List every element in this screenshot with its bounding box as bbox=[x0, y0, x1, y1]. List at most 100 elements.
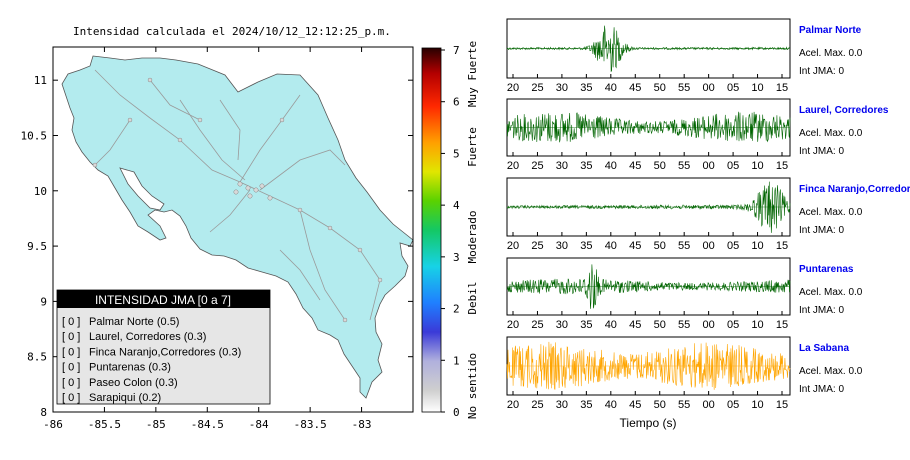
waveform-tick-label: 45 bbox=[629, 399, 641, 411]
waveform-tick-label: 25 bbox=[531, 240, 543, 252]
waveform-tick-label: 55 bbox=[678, 82, 690, 94]
map-x-tick-label: -83.5 bbox=[294, 418, 327, 431]
waveform-trace bbox=[506, 111, 791, 143]
map-x-tick-label: -84.5 bbox=[191, 418, 224, 431]
station-name: Palmar Norte bbox=[799, 25, 862, 36]
map-y-tick-label: 8 bbox=[40, 406, 47, 419]
legend-item-bracket: [ 0 ] bbox=[62, 377, 80, 389]
waveform-tick-label: 30 bbox=[556, 319, 568, 331]
waveform-tick-label: 55 bbox=[678, 399, 690, 411]
map-y-tick-label: 10 bbox=[34, 185, 47, 198]
waveform-tick-label: 30 bbox=[556, 240, 568, 252]
colorbar-category-labels: No sentido Debil Moderado Fuerte Muy Fuerte bbox=[466, 41, 479, 419]
waveform-tick-label: 30 bbox=[556, 82, 568, 94]
waveform-tick-label: 45 bbox=[629, 319, 641, 331]
waveform-tick-label: 50 bbox=[654, 240, 666, 252]
waveform-tick-label: 35 bbox=[580, 82, 592, 94]
waveform-panel: 20 25 30 35 40 45 50 55 00 05 10 15 La Sabana Acel. M… bbox=[506, 336, 863, 411]
station-jma-intensity: Int JMA: 0 bbox=[799, 146, 844, 157]
waveform-tick-label: 20 bbox=[507, 319, 519, 331]
map-x-tick-label: -86 bbox=[43, 418, 63, 431]
colorbar-category-label: Muy Fuerte bbox=[466, 41, 479, 107]
waveform-tick-label: 20 bbox=[507, 82, 519, 94]
waveform-x-axis-label: Tiempo (s) bbox=[620, 416, 677, 430]
legend-item-label: Palmar Norte (0.5) bbox=[89, 316, 179, 328]
waveform-tick-label: 15 bbox=[776, 82, 788, 94]
town-markers bbox=[92, 77, 383, 323]
legend-items: [ 0 ] Palmar Norte (0.5) [ 0 ] Laurel, Corr… bbox=[62, 316, 241, 404]
station-jma-intensity: Int JMA: 0 bbox=[799, 66, 844, 77]
waveform-panel: 20 25 30 35 40 45 50 55 00 05 10 15 Finca Naranjo,Co… bbox=[506, 177, 910, 252]
waveform-tick-label: 50 bbox=[654, 399, 666, 411]
map-x-tick-label: -84 bbox=[249, 418, 269, 431]
waveform-tick-label: 40 bbox=[605, 82, 617, 94]
waveform-tick-label: 50 bbox=[654, 160, 666, 172]
legend-item-bracket: [ 0 ] bbox=[62, 346, 80, 358]
map-y-tick-label: 9 bbox=[40, 295, 47, 308]
legend-item-label: Paseo Colon (0.3) bbox=[89, 377, 178, 389]
waveform-panel: 20 25 30 35 40 45 50 55 00 05 10 15 Palmar Norte Acel… bbox=[506, 18, 863, 94]
waveform-tick-label: 20 bbox=[507, 160, 519, 172]
colorbar-category-label: Moderado bbox=[466, 211, 479, 264]
map-x-tick-label: -85.5 bbox=[88, 418, 121, 431]
waveform-tick-label: 00 bbox=[703, 319, 715, 331]
station-max-acceleration: Acel. Max. 0.0 bbox=[799, 48, 863, 59]
station-max-acceleration: Acel. Max. 0.0 bbox=[799, 128, 863, 139]
legend-box bbox=[56, 289, 271, 405]
waveform-tick-label: 15 bbox=[776, 319, 788, 331]
waveform-tick-label: 40 bbox=[605, 319, 617, 331]
waveform-tick-label: 10 bbox=[751, 399, 763, 411]
waveform-tick-label: 55 bbox=[678, 319, 690, 331]
legend-item-bracket: [ 0 ] bbox=[62, 392, 80, 404]
waveform-trace bbox=[506, 181, 791, 233]
station-max-acceleration: Acel. Max. 0.0 bbox=[799, 207, 863, 218]
colorbar-tick-label: 6 bbox=[453, 96, 460, 109]
waveform-tick-label: 55 bbox=[678, 240, 690, 252]
waveform-trace bbox=[506, 264, 791, 309]
waveform-tick-label: 05 bbox=[727, 240, 739, 252]
waveform-tick-label: 45 bbox=[629, 160, 641, 172]
colorbar-tick-label: 7 bbox=[453, 44, 460, 57]
map-x-axis: -86 -85.5 -85 -84.5 -84 -83.5 -83 bbox=[43, 47, 372, 431]
station-jma-intensity: Int JMA: 0 bbox=[799, 305, 844, 316]
waveform-tick-label: 00 bbox=[703, 160, 715, 172]
colorbar-tick-label: 0 bbox=[453, 406, 460, 419]
map-x-tick-label: -85 bbox=[146, 418, 166, 431]
waveform-tick-label: 40 bbox=[605, 399, 617, 411]
colorbar-tick-label: 2 bbox=[453, 303, 460, 316]
waveform-tick-label: 15 bbox=[776, 160, 788, 172]
costa-rica-land bbox=[61, 55, 414, 399]
waveform-tick-label: 25 bbox=[531, 399, 543, 411]
legend-item-bracket: [ 0 ] bbox=[62, 331, 80, 343]
waveform-tick-label: 35 bbox=[580, 160, 592, 172]
map-y-tick-label: 8.5 bbox=[27, 351, 47, 364]
legend-item-label: Laurel, Corredores (0.3) bbox=[89, 331, 206, 343]
colorbar-category-label: Debil bbox=[466, 281, 479, 314]
station-name: Puntarenas bbox=[799, 264, 854, 275]
waveform-panel: 20 25 30 35 40 45 50 55 00 05 10 15 Puntarenas Acel. … bbox=[506, 257, 863, 331]
waveform-tick-label: 25 bbox=[531, 160, 543, 172]
legend-header-bar bbox=[57, 290, 270, 308]
colorbar-tick-label: 3 bbox=[453, 251, 460, 264]
station-name: La Sabana bbox=[799, 343, 849, 354]
waveform-tick-label: 45 bbox=[629, 82, 641, 94]
waveform-tick-label: 25 bbox=[531, 319, 543, 331]
waveform-tick-label: 00 bbox=[703, 399, 715, 411]
station-jma-intensity: Int JMA: 0 bbox=[799, 384, 844, 395]
waveform-tick-label: 50 bbox=[654, 82, 666, 94]
legend-item-label: Finca Naranjo,Corredores (0.3) bbox=[89, 346, 241, 358]
waveform-tick-label: 30 bbox=[556, 399, 568, 411]
map-x-tick-label: -83 bbox=[352, 418, 372, 431]
legend-item-bracket: [ 0 ] bbox=[62, 316, 80, 328]
station-name: Laurel, Corredores bbox=[799, 105, 889, 116]
waveform-tick-label: 10 bbox=[751, 82, 763, 94]
colorbar-tick-label: 4 bbox=[453, 199, 460, 212]
station-jma-intensity: Int JMA: 0 bbox=[799, 225, 844, 236]
colorbar-tick-label: 1 bbox=[453, 354, 460, 367]
waveform-tick-label: 20 bbox=[507, 240, 519, 252]
waveform-tick-label: 45 bbox=[629, 240, 641, 252]
legend-item-bracket: [ 0 ] bbox=[62, 362, 80, 374]
colorbar-category-label: Fuerte bbox=[466, 127, 479, 167]
map-y-tick-label: 11 bbox=[34, 74, 47, 87]
